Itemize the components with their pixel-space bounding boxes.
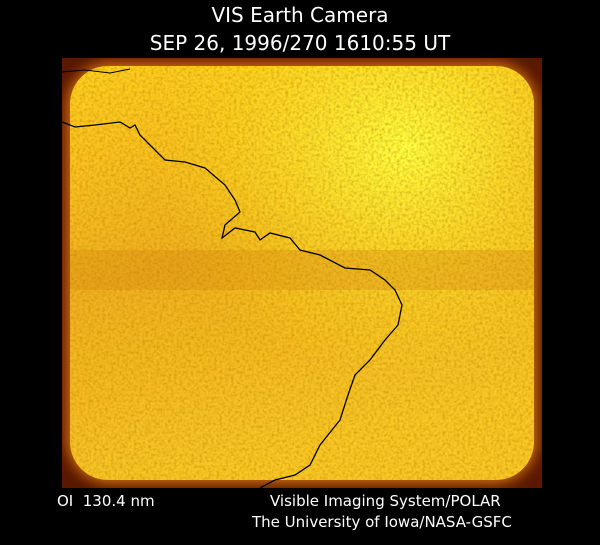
instrument: Visible Imaging System/POLAR (270, 492, 501, 510)
wavelength: OI 130.4 nm (57, 492, 155, 510)
coastline (62, 68, 131, 74)
earth-image (62, 58, 542, 488)
credit: The University of Iowa/NASA-GSFC (251, 513, 512, 531)
coastline (62, 121, 403, 488)
timestamp: SEP 26, 1996/270 1610:55 UT (150, 31, 451, 55)
title: VIS Earth Camera (211, 3, 388, 27)
